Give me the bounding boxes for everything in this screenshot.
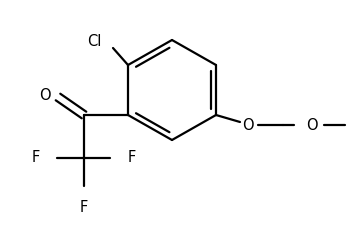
Text: F: F bbox=[80, 200, 88, 215]
Text: Cl: Cl bbox=[87, 34, 102, 50]
Text: F: F bbox=[32, 151, 40, 166]
Text: O: O bbox=[39, 88, 51, 103]
Text: F: F bbox=[128, 151, 136, 166]
Text: O: O bbox=[242, 117, 254, 133]
Text: O: O bbox=[306, 117, 318, 133]
